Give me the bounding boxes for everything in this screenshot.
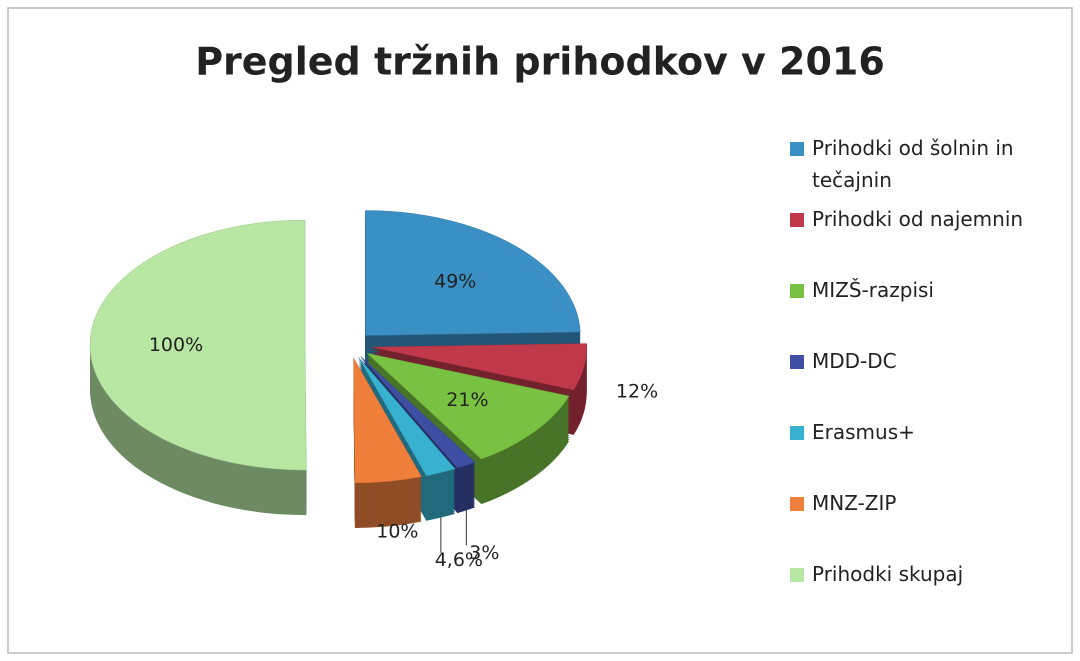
legend-swatch [790, 142, 804, 156]
legend-item: MIZŠ-razpisi [790, 274, 1060, 345]
legend-swatch [790, 568, 804, 582]
pie-slice [360, 356, 476, 469]
data-label: 3% [469, 542, 499, 564]
legend-label: Prihodki od najemnin [812, 207, 1024, 231]
legend-label: Prihodki skupaj [812, 562, 964, 586]
legend: Prihodki od šolnin in tečajnin Prihodki o… [790, 132, 1060, 629]
legend-item: Prihodki od najemnin [790, 203, 1060, 274]
legend-label: Erasmus+ [812, 420, 915, 444]
legend-swatch [790, 213, 804, 227]
pie-slice [366, 352, 570, 460]
legend-label: MNZ-ZIP [812, 491, 897, 515]
legend-item: Erasmus+ [790, 416, 1060, 487]
legend-label: MDD-DC [812, 349, 897, 373]
legend-item: Prihodki skupaj [790, 558, 1060, 629]
data-label: 10% [376, 521, 418, 543]
data-label: 4,6% [435, 549, 483, 571]
data-label: 49% [434, 270, 476, 292]
data-label: 100% [149, 334, 203, 356]
legend-swatch [790, 284, 804, 298]
pie-slice [358, 357, 456, 477]
legend-label: MIZŠ-razpisi [812, 278, 934, 302]
pie-slice [353, 357, 422, 484]
legend-swatch [790, 355, 804, 369]
legend-item: MDD-DC [790, 345, 1060, 416]
pie-slice [365, 210, 581, 336]
legend-swatch [790, 497, 804, 511]
legend-item: Prihodki od šolnin in tečajnin [790, 132, 1060, 203]
data-label: 12% [616, 381, 658, 403]
pie-slice [371, 343, 587, 391]
legend-swatch [790, 426, 804, 440]
pie-slice [89, 219, 307, 471]
legend-label: Prihodki od šolnin in tečajnin [812, 136, 1014, 192]
chart-title: Pregled tržnih prihodkov v 2016 [195, 40, 885, 84]
legend-item: MNZ-ZIP [790, 487, 1060, 558]
data-label: 21% [446, 389, 488, 411]
